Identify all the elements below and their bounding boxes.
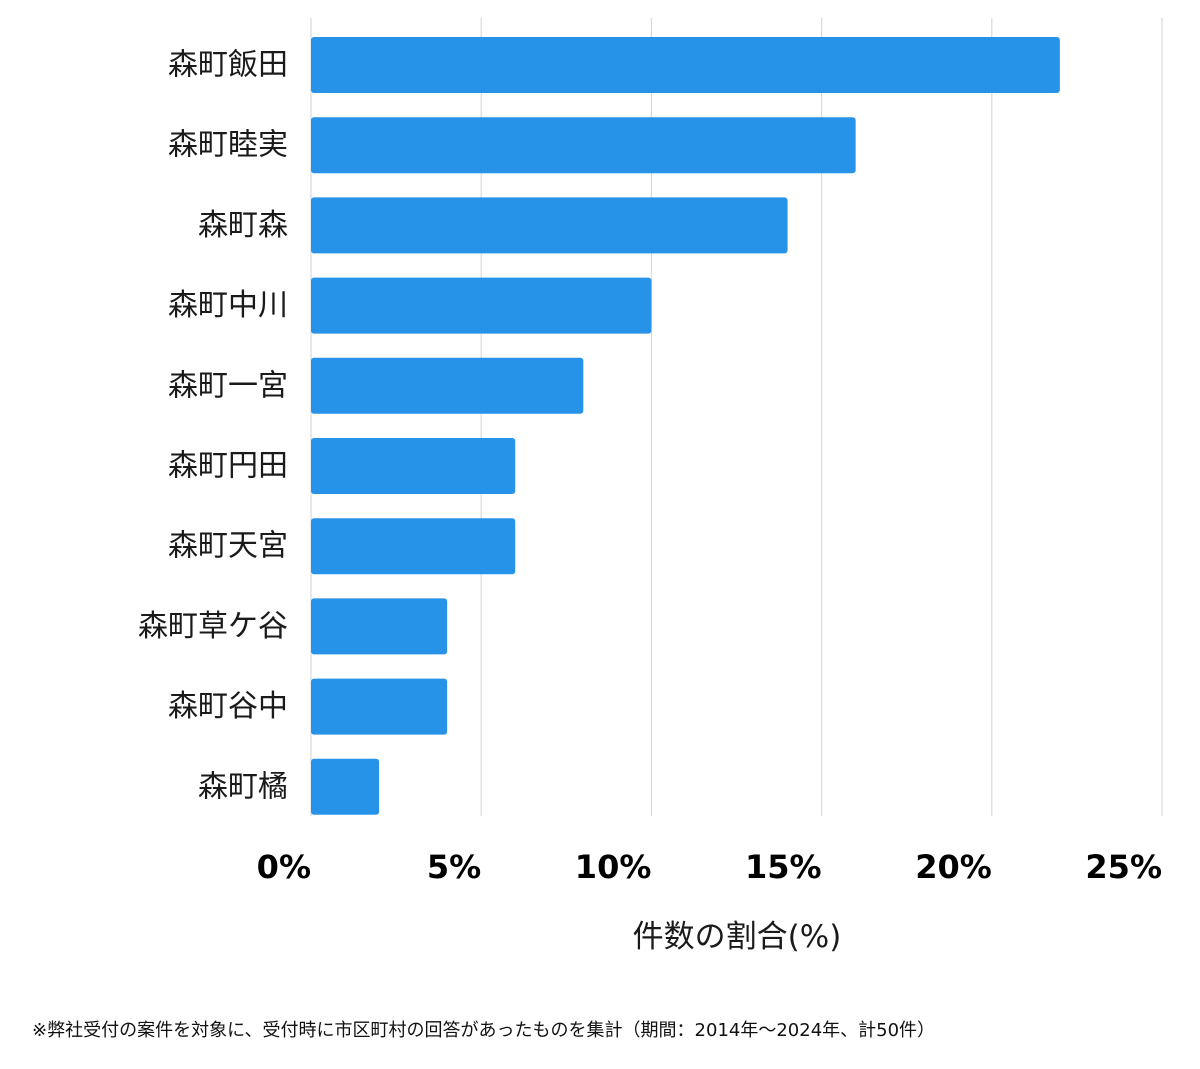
bar <box>311 598 448 655</box>
bar <box>311 197 788 254</box>
x-tick-label: 0% <box>257 848 311 886</box>
bar <box>311 758 380 815</box>
footnote: ※弊社受付の案件を対象に、受付時に市区町村の回答があったものを集計（期間：201… <box>32 1020 936 1041</box>
bar <box>311 678 448 735</box>
x-tick-label: 10% <box>575 848 652 886</box>
x-tick-label: 20% <box>915 848 992 886</box>
bar <box>311 438 516 494</box>
x-tick-label: 25% <box>1085 848 1162 886</box>
category-label: 森町天宮 <box>168 529 288 564</box>
category-label: 森町睦実 <box>168 128 288 163</box>
x-tick-label: 15% <box>745 848 822 886</box>
bar <box>311 37 1060 93</box>
bar <box>311 357 584 414</box>
bar <box>311 277 652 334</box>
category-label: 森町森 <box>198 208 288 243</box>
category-label: 森町一宮 <box>168 368 288 403</box>
x-tick-label: 5% <box>427 848 481 886</box>
bar <box>311 117 856 174</box>
bar-chart: 森町飯田森町睦実森町森森町中川森町一宮森町円田森町天宮森町草ケ谷森町谷中森町橘 … <box>138 18 1163 955</box>
category-label: 森町飯田 <box>168 48 288 83</box>
category-label: 森町円田 <box>168 449 288 484</box>
x-axis-title: 件数の割合(%) <box>633 919 842 955</box>
x-tick-labels: 0% 5% 10% 15% 20% 25% <box>257 848 1162 886</box>
category-label: 森町草ケ谷 <box>138 609 288 644</box>
category-label: 森町橘 <box>198 769 288 804</box>
category-label: 森町中川 <box>168 288 288 323</box>
bars <box>311 37 1060 815</box>
bar <box>311 518 516 575</box>
category-label: 森町谷中 <box>168 689 288 724</box>
